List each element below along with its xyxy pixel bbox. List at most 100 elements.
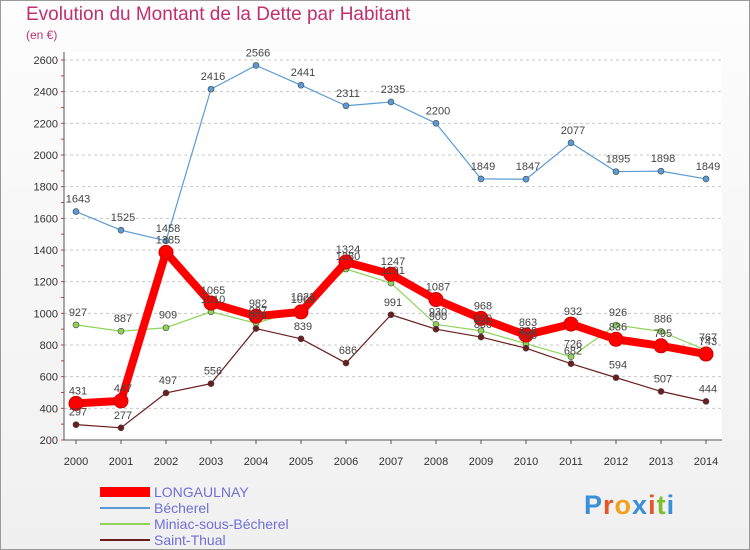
data-point	[252, 62, 260, 69]
data-label: 743	[699, 336, 717, 348]
data-label: 686	[339, 345, 357, 357]
y-tick-label: 2600	[34, 55, 58, 67]
data-label: 447	[114, 383, 132, 395]
data-label: 2077	[561, 125, 585, 137]
data-point	[653, 338, 669, 354]
logo-letter: i	[666, 490, 676, 520]
data-label: 2200	[426, 105, 450, 117]
x-tick-label: 2000	[64, 456, 88, 468]
data-point	[117, 424, 125, 432]
chart-subtitle: (en €)	[26, 28, 58, 42]
data-point	[207, 380, 215, 387]
data-point	[338, 254, 354, 270]
data-point	[657, 388, 665, 395]
data-label: 1849	[696, 161, 720, 173]
data-label: 887	[114, 313, 132, 325]
y-tick-label: 400	[40, 403, 58, 415]
data-label: 1191	[381, 265, 405, 277]
data-label: 1087	[426, 282, 450, 294]
y-tick-label: 1400	[34, 245, 58, 257]
data-label: 927	[69, 307, 87, 319]
data-label: 2441	[291, 67, 315, 79]
x-tick-label: 2007	[379, 456, 403, 468]
data-point	[428, 292, 444, 308]
data-point	[342, 102, 350, 110]
y-tick-label: 2200	[34, 118, 58, 130]
y-tick-label: 2000	[34, 150, 58, 162]
x-tick-label: 2008	[424, 456, 448, 468]
x-tick-label: 2013	[649, 456, 673, 468]
data-label: 1895	[606, 154, 630, 166]
data-label: 932	[564, 306, 582, 318]
data-point	[68, 395, 84, 411]
data-label: 2416	[201, 71, 225, 83]
data-point	[477, 327, 485, 335]
data-label: 431	[69, 385, 87, 397]
data-point	[72, 208, 80, 215]
data-label: 594	[609, 360, 627, 372]
data-point	[297, 335, 305, 343]
data-label: 2335	[381, 84, 405, 96]
data-point	[432, 120, 440, 127]
logo-letter: x	[632, 490, 649, 520]
logo-letter: r	[603, 490, 615, 520]
data-point	[117, 327, 125, 335]
data-point	[293, 304, 309, 320]
data-point	[477, 175, 485, 183]
data-point	[608, 331, 624, 347]
logo-letter: P	[584, 490, 604, 520]
legend-label: Bécherel	[154, 500, 210, 516]
data-label: 904	[249, 311, 267, 323]
data-label: 1010	[201, 294, 225, 306]
data-label: 1009	[291, 294, 315, 306]
legend-label: LONGAULNAY	[154, 484, 249, 500]
data-point	[518, 327, 534, 343]
x-tick-label: 2009	[469, 456, 493, 468]
data-label: 1247	[381, 256, 405, 268]
data-label: 556	[204, 366, 222, 378]
data-label: 2311	[336, 88, 360, 100]
legend-label: Saint-Thual	[154, 532, 226, 548]
proxiti-logo: Proxiti	[584, 490, 675, 521]
data-label: 850	[474, 319, 492, 331]
data-point	[612, 168, 620, 175]
data-point	[162, 389, 170, 397]
data-point	[248, 308, 264, 324]
x-tick-label: 2012	[604, 456, 628, 468]
chart-title: Evolution du Montant de la Dette par Hab…	[26, 4, 411, 25]
data-label: 968	[474, 300, 492, 312]
data-label: 808	[519, 326, 537, 338]
x-tick-label: 2006	[334, 456, 358, 468]
legend-swatch	[100, 487, 150, 497]
data-point	[297, 81, 305, 89]
data-label: 836	[609, 321, 627, 333]
data-label: 497	[159, 375, 177, 387]
data-point	[158, 244, 174, 260]
data-label: 297	[69, 407, 87, 419]
data-label: 909	[159, 310, 177, 322]
data-label: 444	[699, 383, 717, 395]
legend-swatch	[100, 539, 150, 541]
y-tick-label: 600	[40, 372, 58, 384]
y-tick-label: 200	[40, 435, 58, 447]
y-tick-label: 2400	[34, 87, 58, 99]
data-label: 839	[294, 321, 312, 333]
y-tick-label: 800	[40, 340, 58, 352]
x-tick-label: 2003	[199, 456, 223, 468]
data-point	[432, 325, 440, 333]
y-tick-label: 1800	[34, 182, 58, 194]
data-point	[387, 311, 395, 319]
data-point	[567, 360, 575, 367]
data-point	[162, 237, 170, 245]
data-point	[473, 310, 489, 326]
data-label: 277	[114, 410, 132, 422]
data-point	[657, 328, 665, 335]
x-tick-label: 2014	[694, 456, 718, 468]
data-point	[522, 175, 530, 183]
plot-area	[64, 52, 722, 440]
data-point	[702, 175, 710, 183]
data-point	[252, 325, 260, 332]
y-tick-label: 1000	[34, 308, 58, 320]
logo-letter: i	[648, 490, 657, 520]
